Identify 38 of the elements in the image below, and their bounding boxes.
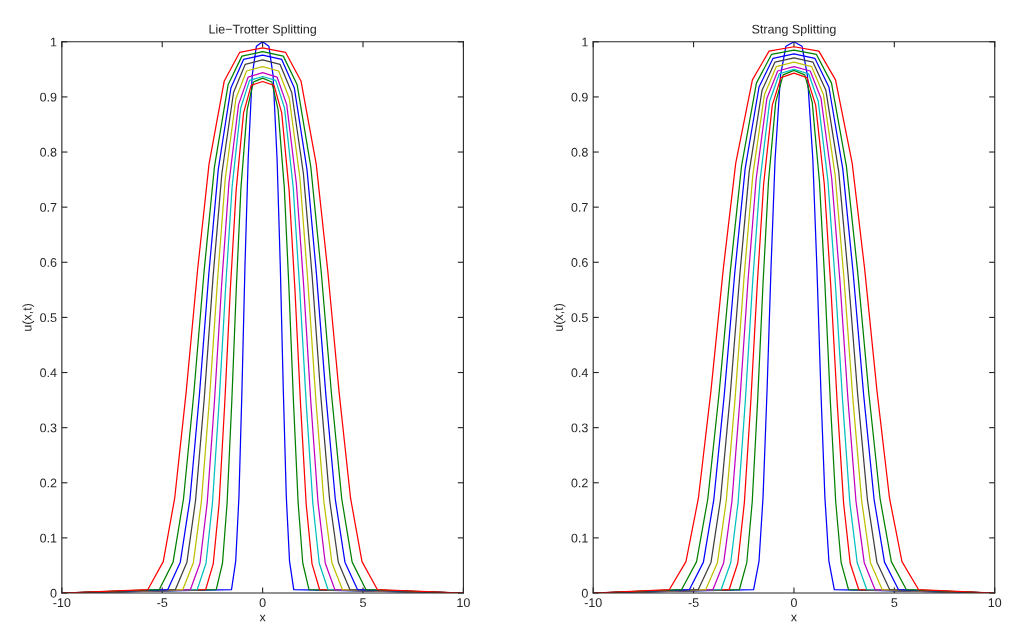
y-tick-label: 0.2 [40,478,57,488]
x-tick-label: -5 [157,598,168,608]
y-tick-label: 0.7 [571,202,588,212]
y-tick-label: 0.5 [40,313,57,323]
y-tick-label: 0.4 [571,368,588,378]
y-tick-label: 0.3 [571,423,588,433]
y-tick-label: 0.4 [40,368,57,378]
x-tick-label: 5 [891,598,898,608]
chart-title: Strang Splitting [752,24,836,37]
y-tick-label: 0 [581,588,588,598]
y-tick-label: 0.2 [571,478,588,488]
x-tick-label: 10 [457,598,470,608]
y-tick-label: 0.7 [40,202,57,212]
y-tick-label: 0.6 [571,258,588,267]
y-tick-label: 0 [50,588,57,598]
y-tick-label: 1 [582,37,588,47]
x-tick-label: 0 [259,598,266,608]
y-tick-label: 0.1 [40,533,57,543]
y-tick-label: 0.6 [40,258,57,267]
x-axis-title: x [790,614,797,622]
x-tick-label: -10 [53,598,71,608]
y-tick-label: 0.1 [571,533,588,543]
y-axis-title: u(x,t) [22,303,35,331]
chart-title: Lie−Trotter Splitting [209,24,316,37]
x-axis-title: x [259,614,266,622]
y-tick-label: 0.8 [40,147,57,157]
y-tick-label: 0.3 [40,423,57,433]
x-tick-label: -5 [688,598,699,608]
x-tick-label: -10 [584,598,602,608]
x-tick-label: 0 [790,598,797,608]
y-axis-title: u(x,t) [553,303,566,331]
x-tick-label: 5 [360,598,366,608]
x-tick-label: 10 [988,598,1002,608]
y-tick-label: 0.5 [571,313,588,323]
y-tick-label: 0.9 [40,92,57,102]
y-tick-label: 1 [50,37,57,47]
y-tick-label: 0.9 [571,92,588,102]
y-tick-label: 0.8 [571,147,588,157]
